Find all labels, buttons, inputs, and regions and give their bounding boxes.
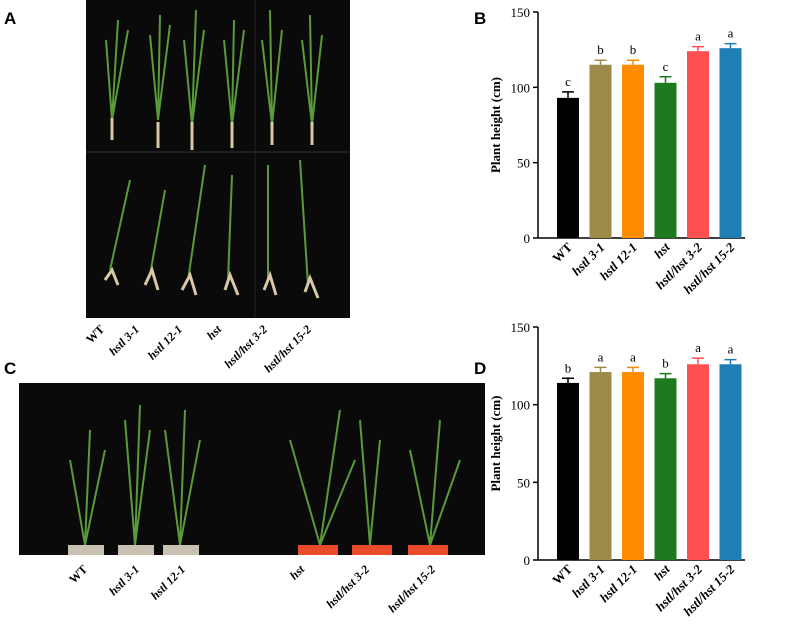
annotation: a <box>598 349 604 364</box>
error-bar <box>594 366 607 373</box>
bar <box>557 382 579 560</box>
y-axis-label: Plant height (cm) <box>488 77 503 173</box>
annotation: b <box>565 360 572 375</box>
x-tick-label: hst <box>651 561 673 583</box>
annotation: a <box>630 349 636 364</box>
error-bar <box>562 377 574 383</box>
photo-caption: hst <box>287 562 308 583</box>
photo-caption: WT <box>83 322 107 346</box>
bar <box>622 372 644 560</box>
y-axis-label: Plant height (cm) <box>488 395 503 491</box>
error-bar <box>594 59 607 65</box>
y-tick-label: 50 <box>517 156 530 171</box>
x-tick-label: WT <box>549 239 575 265</box>
bar <box>622 64 644 238</box>
y-tick-label: 0 <box>524 231 531 246</box>
y-tick-label: 150 <box>511 320 531 335</box>
error-bar <box>627 59 639 65</box>
annotation: c <box>565 74 571 89</box>
error-bar <box>692 357 704 365</box>
photo-caption: WT <box>66 562 90 586</box>
bar <box>589 372 612 560</box>
error-bar <box>692 45 704 52</box>
bar <box>719 48 742 238</box>
y-tick-label: 100 <box>511 80 531 95</box>
annotation: b <box>597 42 604 57</box>
annotation: a <box>695 29 701 44</box>
bar <box>589 64 612 238</box>
bar <box>719 364 742 560</box>
panel-label: A <box>4 9 16 28</box>
photo-caption: hstl/hst 3-2 <box>323 562 372 611</box>
bar <box>687 364 709 560</box>
annotation: b <box>662 356 669 371</box>
x-tick-label: hst <box>651 239 673 261</box>
error-bar <box>724 358 737 365</box>
photo-caption: hstl 12-1 <box>148 562 188 602</box>
y-tick-label: 150 <box>511 5 531 20</box>
bar <box>654 82 677 239</box>
photo-caption: hstl/hst 15-2 <box>385 562 438 615</box>
annotation: b <box>630 42 637 57</box>
error-bar <box>627 366 639 373</box>
y-tick-label: 0 <box>524 553 531 568</box>
annotation: a <box>728 342 734 357</box>
panel-label: C <box>4 359 16 378</box>
photo-caption: hst <box>204 322 225 343</box>
bar <box>557 97 579 238</box>
y-tick-label: 50 <box>517 475 530 490</box>
error-bar <box>724 42 737 49</box>
error-bar <box>659 372 672 379</box>
error-bar <box>562 91 574 98</box>
y-tick-label: 100 <box>511 398 531 413</box>
photo-caption: hstl 3-1 <box>106 562 142 598</box>
bar <box>687 51 709 238</box>
annotation: a <box>695 340 701 355</box>
photo-caption: hstl/hst 15-2 <box>261 322 314 375</box>
panel-label: D <box>474 359 486 378</box>
annotation: a <box>728 26 734 41</box>
photo-caption: hstl 12-1 <box>145 322 185 362</box>
x-tick-label: WT <box>549 561 575 587</box>
panel-label: B <box>474 9 486 28</box>
photo-caption: hstl 3-1 <box>106 322 142 358</box>
photo-a <box>86 0 350 318</box>
annotation: c <box>663 59 669 74</box>
error-bar <box>659 76 672 83</box>
photo-c <box>19 383 485 555</box>
bar <box>654 378 677 560</box>
